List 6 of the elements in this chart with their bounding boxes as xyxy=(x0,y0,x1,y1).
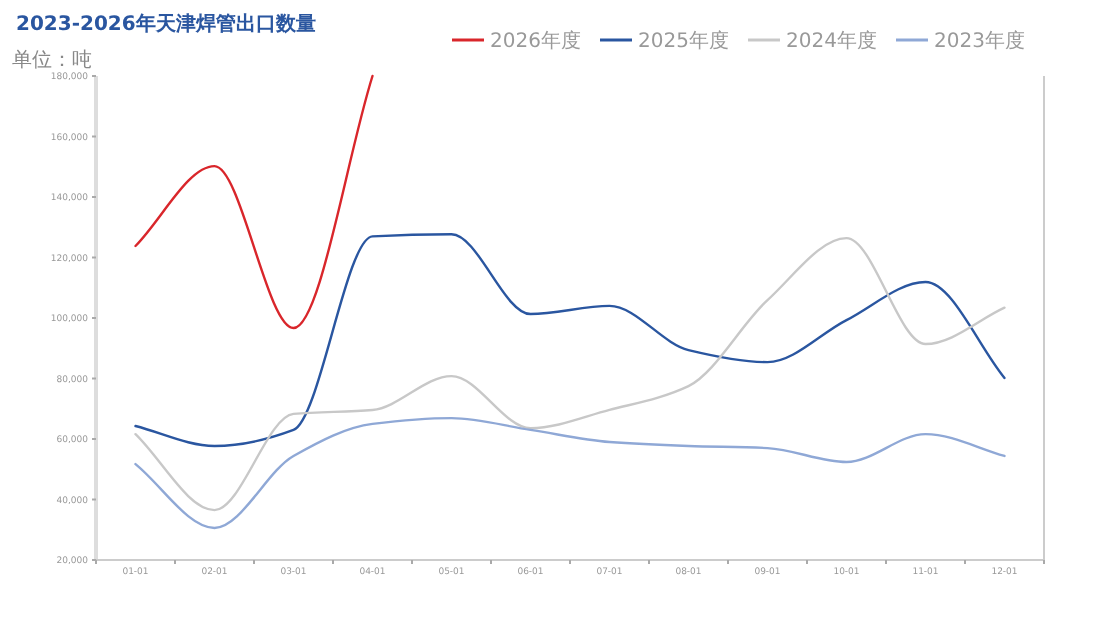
legend-label: 2025年度 xyxy=(638,29,729,53)
legend-label: 2026年度 xyxy=(490,29,581,53)
legend-label: 2023年度 xyxy=(934,29,1025,53)
y-axis-title: 单位：吨 xyxy=(12,48,92,72)
chart-title: 2023-2026年天津焊管出口数量 xyxy=(16,12,316,36)
legend-label: 2024年度 xyxy=(786,29,877,53)
